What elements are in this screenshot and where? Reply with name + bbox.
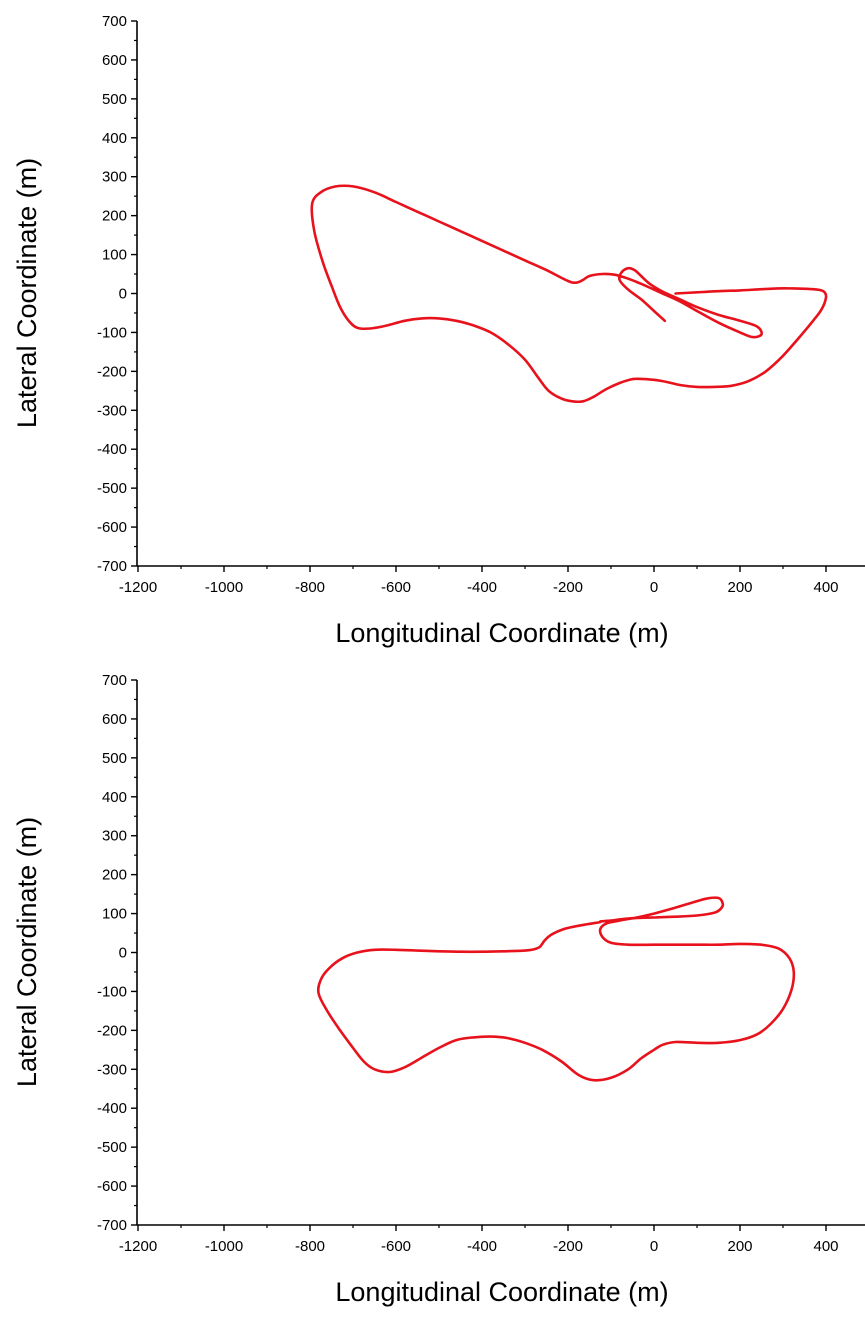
- x-axis-title: Longitudinal Coordinate (m): [335, 618, 668, 648]
- plot-layer: 700 600 500 400 300 200 100 0 -100 -200 -300 -400 -5…: [97, 672, 865, 1255]
- y-tick-label: -200: [97, 1022, 127, 1039]
- x-tick-label: 400: [813, 579, 838, 596]
- x-tick-label: -600: [381, 1238, 411, 1255]
- y-tick-label: -600: [97, 1178, 127, 1195]
- x-tick-label: -1200: [119, 1238, 157, 1255]
- y-tick-label: 500: [102, 91, 127, 108]
- y-axis-title-group: Lateral Coordinate (m): [12, 817, 42, 1087]
- y-tick-label: 700: [102, 13, 127, 30]
- y-axis-title: Lateral Coordinate (m): [12, 817, 42, 1087]
- y-tick-label: 400: [102, 130, 127, 147]
- y-tick-label: -300: [97, 1061, 127, 1078]
- x-tick-label: 0: [650, 1238, 658, 1255]
- y-tick-label: 0: [119, 286, 127, 303]
- y-tick-label: -500: [97, 480, 127, 497]
- chart-bottom: Lateral Coordinate (m) Longitudinal Coor…: [12, 672, 865, 1307]
- trajectory-line: [310, 184, 828, 404]
- x-tick-label: -1000: [205, 579, 243, 596]
- x-tick-label: -800: [295, 579, 325, 596]
- y-tick-label: 300: [102, 169, 127, 186]
- chart-top: Lateral Coordinate (m) Longitudinal Coor…: [12, 13, 865, 648]
- y-tick-label: -700: [97, 1217, 127, 1234]
- x-tick-label: 400: [813, 1238, 838, 1255]
- y-tick-label: 0: [119, 945, 127, 962]
- y-tick-label: 200: [102, 867, 127, 884]
- y-axis-title: Lateral Coordinate (m): [12, 158, 42, 428]
- y-tick-label: 100: [102, 906, 127, 923]
- x-tick-label: -600: [381, 579, 411, 596]
- x-tick-label: 200: [727, 1238, 752, 1255]
- y-tick-label: 600: [102, 52, 127, 69]
- y-tick-label: -400: [97, 441, 127, 458]
- x-tick-label: 0: [650, 579, 658, 596]
- plot-layer: 700 600 500 400 300 200 100 0 -100 -200 -300 -400 -5…: [97, 13, 865, 596]
- y-tick-label: 700: [102, 672, 127, 689]
- trajectory-line: [316, 896, 796, 1082]
- y-tick-label: 100: [102, 247, 127, 264]
- y-tick-label: -500: [97, 1139, 127, 1156]
- y-tick-label: -400: [97, 1100, 127, 1117]
- x-tick-label: -200: [553, 1238, 583, 1255]
- y-tick-label: 500: [102, 750, 127, 767]
- x-tick-label: -400: [467, 1238, 497, 1255]
- x-tick-label: -1000: [205, 1238, 243, 1255]
- y-tick-label: 400: [102, 789, 127, 806]
- x-tick-label: -200: [553, 579, 583, 596]
- y-tick-label: -700: [97, 558, 127, 575]
- y-tick-label: -300: [97, 402, 127, 419]
- y-tick-label: -100: [97, 324, 127, 341]
- x-tick-label: -400: [467, 579, 497, 596]
- y-tick-label: 600: [102, 711, 127, 728]
- x-tick-label: -800: [295, 1238, 325, 1255]
- y-tick-label: 300: [102, 828, 127, 845]
- x-tick-label: 200: [727, 579, 752, 596]
- y-tick-label: -100: [97, 983, 127, 1000]
- y-tick-label: 200: [102, 208, 127, 225]
- y-axis-title-group: Lateral Coordinate (m): [12, 158, 42, 428]
- y-tick-label: -200: [97, 363, 127, 380]
- x-axis-title: Longitudinal Coordinate (m): [335, 1277, 668, 1307]
- x-tick-label: -1200: [119, 579, 157, 596]
- y-tick-label: -600: [97, 519, 127, 536]
